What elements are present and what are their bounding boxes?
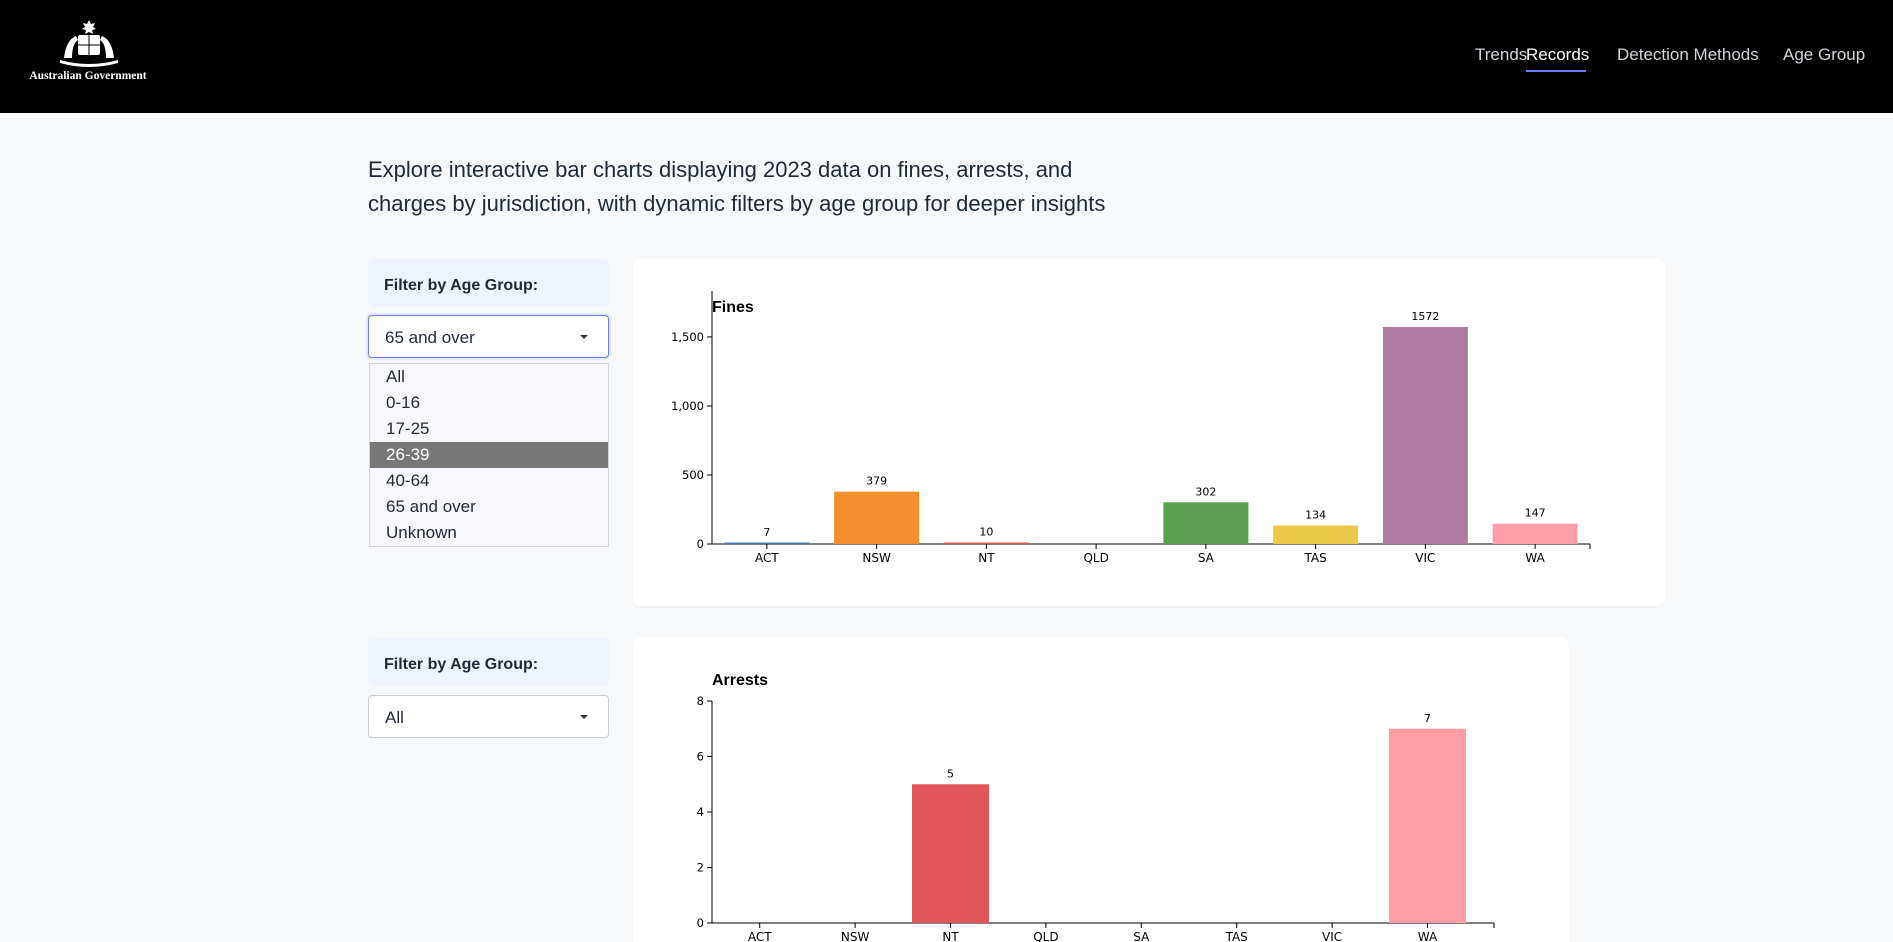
logo-text: Australian Government: [29, 70, 147, 82]
arrests-y-tick-label: 8: [697, 694, 704, 708]
option-26-39[interactable]: 26-39: [370, 442, 608, 468]
arrests-data-label-wa: 7: [1424, 712, 1431, 725]
option-all[interactable]: All: [386, 367, 405, 386]
active-nav-indicator: [1526, 70, 1586, 72]
intro-line-2: charges by jurisdiction, with dynamic fi…: [368, 191, 1106, 216]
fines-data-label-act: 7: [763, 526, 770, 539]
fines-bar-vic[interactable]: [1382, 327, 1468, 544]
fines-x-tick-label-vic: VIC: [1415, 551, 1435, 565]
arrests-chart-title: Arrests: [712, 672, 768, 689]
arrests-filter-panel: Filter by Age Group:: [368, 638, 610, 686]
arrests-filter-label: Filter by Age Group:: [384, 656, 539, 673]
arrests-x-tick-label-tas: TAS: [1225, 930, 1248, 942]
fines-filter-panel: Filter by Age Group:: [368, 259, 610, 307]
arrests-bar-nt[interactable]: [912, 784, 989, 923]
fines-y-tick-label: 1,500: [671, 330, 704, 344]
arrests-select-value: All: [385, 708, 404, 727]
arrests-y-tick-label: 0: [697, 916, 704, 930]
option-17-25[interactable]: 17-25: [386, 419, 430, 438]
fines-data-label-nt: 10: [979, 526, 993, 539]
fines-x-tick-label-wa: WA: [1525, 551, 1545, 565]
option-0-16[interactable]: 0-16: [386, 393, 421, 412]
option-40-64[interactable]: 40-64: [386, 471, 430, 490]
fines-select-value: 65 and over: [385, 328, 475, 347]
fines-bar-chart: Fines 0 500 1,000 1,500 7 ACT 379 NSW 10 NT QLD 302 S…: [671, 291, 1591, 565]
nav-trends[interactable]: Trends: [1475, 45, 1528, 64]
fines-data-label-nsw: 379: [866, 475, 887, 488]
fines-bar-tas[interactable]: [1273, 525, 1359, 544]
fines-y-tick-label: 0: [697, 537, 704, 551]
fines-x-tick-label-act: ACT: [755, 551, 779, 565]
fines-data-label-sa: 302: [1195, 485, 1216, 498]
fines-data-label-vic: 1572: [1411, 310, 1439, 323]
arrests-x-tick-label-act: ACT: [748, 930, 772, 942]
arrests-age-group-select[interactable]: All: [368, 695, 609, 738]
arrests-x-tick-label-qld: QLD: [1033, 930, 1058, 942]
arrests-y-tick-label: 4: [697, 805, 704, 819]
fines-age-group-select[interactable]: 65 and over: [368, 315, 609, 358]
fines-y-tick-label: 500: [682, 468, 704, 482]
fines-bar-nt[interactable]: [943, 542, 1029, 545]
arrests-bar-wa[interactable]: [1389, 728, 1466, 923]
nav-records[interactable]: Records: [1526, 45, 1590, 64]
fines-data-label-tas: 134: [1305, 509, 1326, 522]
option-unknown[interactable]: Unknown: [386, 523, 457, 542]
caret-down-icon: [580, 715, 588, 719]
fines-x-tick-label-sa: SA: [1198, 551, 1215, 565]
fines-chart-card: Fines 0 500 1,000 1,500 7 ACT 379 NSW 10 NT QLD 302 S…: [633, 259, 1665, 606]
top-navigation-bar: Australian Government Trends Records Det…: [0, 0, 1893, 113]
arrests-y-tick-label: 6: [697, 750, 704, 764]
caret-down-icon: [580, 335, 588, 339]
option-65-and-over[interactable]: 65 and over: [386, 497, 476, 516]
fines-x-tick-label-nsw: NSW: [862, 551, 891, 565]
fines-bar-wa[interactable]: [1492, 523, 1578, 544]
arrests-data-label-nt: 5: [947, 767, 954, 780]
nav-age-group[interactable]: Age Group: [1783, 45, 1866, 64]
fines-x-tick-label-tas: TAS: [1304, 551, 1327, 565]
intro-text: Explore interactive bar charts displayin…: [368, 153, 1168, 221]
fines-filter-label: Filter by Age Group:: [384, 277, 539, 294]
coat-of-arms-icon: [60, 20, 118, 67]
fines-bar-nsw[interactable]: [834, 491, 920, 544]
fines-data-label-wa: 147: [1525, 507, 1546, 520]
fines-bar-sa[interactable]: [1163, 502, 1249, 544]
arrests-y-tick-label: 2: [697, 861, 704, 875]
age-group-dropdown-list: All 0-16 17-25 26-39 40-64 65 and over U…: [369, 363, 609, 547]
intro-line-1: Explore interactive bar charts displayin…: [368, 157, 1073, 182]
nav-detection-methods[interactable]: Detection Methods: [1617, 45, 1759, 64]
fines-x-tick-label-nt: NT: [978, 551, 995, 565]
fines-y-tick-label: 1,000: [671, 399, 704, 413]
arrests-bar-chart: Arrests 0 2 4 6 8 ACT NSW 5 NT QLD SA TAS VIC 7 WA: [697, 672, 1495, 942]
arrests-x-tick-label-nt: NT: [942, 930, 959, 942]
fines-bar-act[interactable]: [724, 542, 810, 545]
fines-chart-title: Fines: [712, 299, 754, 316]
australian-government-logo[interactable]: Australian Government: [28, 18, 148, 88]
arrests-x-tick-label-sa: SA: [1133, 930, 1150, 942]
arrests-x-tick-label-vic: VIC: [1322, 930, 1342, 942]
arrests-x-tick-label-wa: WA: [1418, 930, 1438, 942]
fines-x-tick-label-qld: QLD: [1083, 551, 1108, 565]
arrests-x-tick-label-nsw: NSW: [841, 930, 870, 942]
arrests-chart-card: Arrests 0 2 4 6 8 ACT NSW 5 NT QLD SA TAS VIC 7 WA: [633, 638, 1569, 942]
